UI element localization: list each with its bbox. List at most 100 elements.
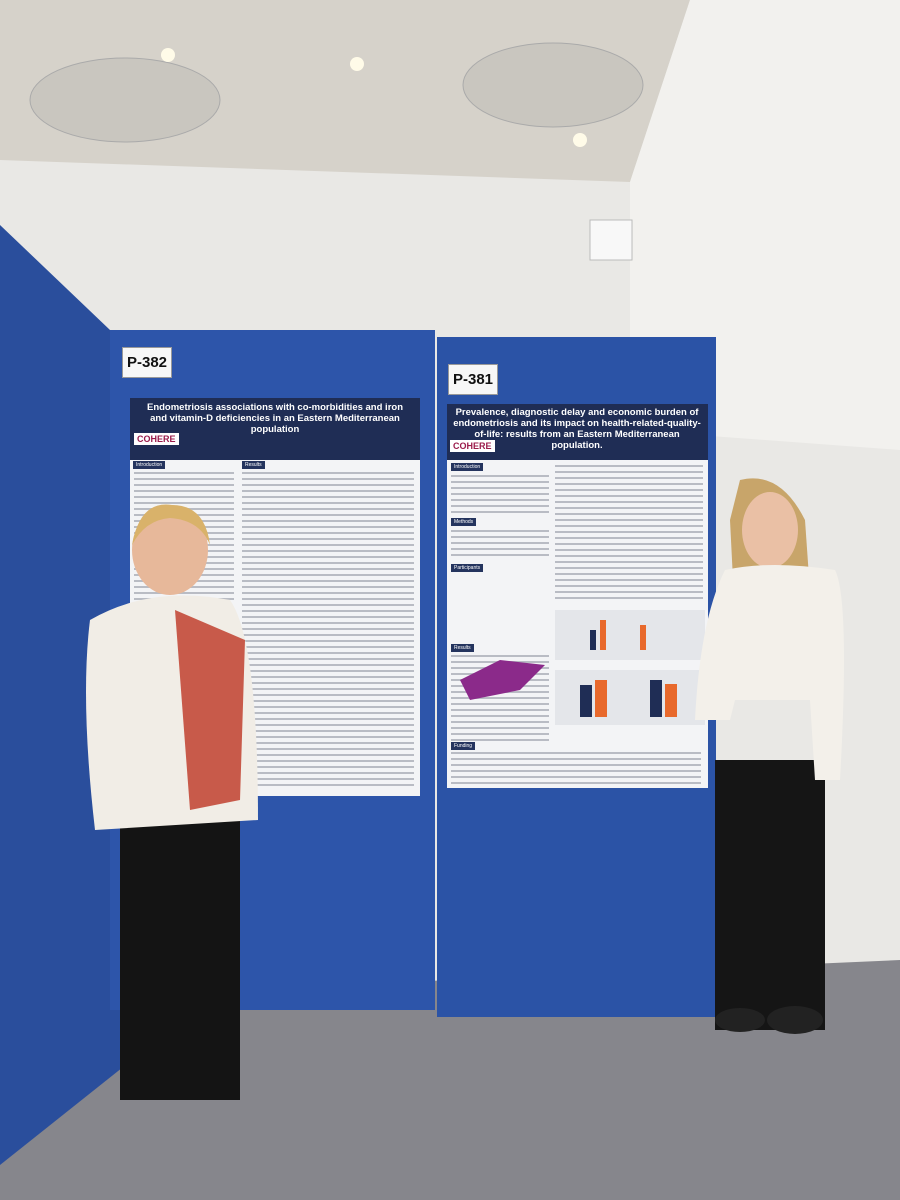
text-line bbox=[242, 742, 414, 744]
text-line bbox=[555, 555, 703, 557]
text-line bbox=[451, 770, 701, 772]
text-line bbox=[242, 478, 414, 480]
text-line bbox=[555, 531, 703, 533]
text-line bbox=[242, 538, 414, 540]
text-line bbox=[451, 782, 701, 784]
poster bbox=[447, 404, 708, 788]
text-line bbox=[134, 496, 234, 498]
text-line bbox=[242, 772, 414, 774]
text-line bbox=[242, 652, 414, 654]
text-line bbox=[451, 511, 549, 513]
figure-bar bbox=[600, 620, 606, 650]
text-line bbox=[242, 586, 414, 588]
text-line bbox=[242, 502, 414, 504]
figure-bar bbox=[665, 684, 677, 717]
person-trousers bbox=[715, 760, 825, 1030]
poster-title: Endometriosis associations with co-morbi… bbox=[146, 402, 403, 435]
section-heading: Introduction bbox=[451, 463, 484, 471]
text-line bbox=[242, 490, 414, 492]
text-line bbox=[451, 727, 549, 729]
text-line bbox=[451, 481, 549, 483]
text-line bbox=[555, 549, 703, 551]
text-line bbox=[242, 544, 414, 546]
text-line bbox=[242, 778, 414, 780]
logo: COHERE bbox=[134, 433, 179, 445]
text-line bbox=[242, 682, 414, 684]
shoe bbox=[715, 1008, 765, 1032]
board-label: P-382 bbox=[122, 347, 173, 378]
ceiling-light bbox=[350, 57, 364, 71]
figure-bar bbox=[650, 680, 662, 717]
poster-header bbox=[130, 398, 420, 460]
text-line bbox=[555, 477, 703, 479]
text-line bbox=[555, 537, 703, 539]
text-line bbox=[242, 574, 414, 576]
text-line bbox=[451, 703, 549, 705]
text-line bbox=[134, 472, 234, 474]
text-line bbox=[134, 592, 234, 594]
text-line bbox=[242, 676, 414, 678]
text-line bbox=[242, 646, 414, 648]
text-line bbox=[451, 733, 549, 735]
text-line bbox=[451, 493, 549, 495]
figure-bar bbox=[595, 680, 607, 717]
text-line bbox=[242, 730, 414, 732]
text-line bbox=[242, 508, 414, 510]
text-line bbox=[451, 752, 701, 754]
text-line bbox=[555, 489, 703, 491]
text-line bbox=[451, 721, 549, 723]
text-line bbox=[242, 640, 414, 642]
text-line bbox=[555, 543, 703, 545]
section-heading: Funding bbox=[451, 742, 476, 750]
figure-bar bbox=[580, 685, 592, 717]
text-line bbox=[242, 736, 414, 738]
text-line bbox=[242, 718, 414, 720]
text-line bbox=[555, 471, 703, 473]
text-line bbox=[555, 501, 703, 503]
ceiling-vent bbox=[462, 42, 644, 128]
text-line bbox=[555, 507, 703, 509]
text-line bbox=[242, 514, 414, 516]
text-line bbox=[242, 724, 414, 726]
text-line bbox=[451, 475, 549, 477]
text-line bbox=[242, 562, 414, 564]
person-face bbox=[742, 492, 798, 568]
text-line bbox=[451, 487, 549, 489]
text-line bbox=[451, 505, 549, 507]
text-line bbox=[451, 697, 549, 699]
text-line bbox=[555, 597, 703, 599]
text-line bbox=[134, 478, 234, 480]
text-line bbox=[242, 664, 414, 666]
text-line bbox=[451, 709, 549, 711]
section-heading: Results bbox=[451, 644, 474, 652]
text-line bbox=[242, 484, 414, 486]
text-line bbox=[242, 610, 414, 612]
text-line bbox=[451, 536, 549, 538]
text-line bbox=[451, 542, 549, 544]
text-line bbox=[451, 764, 701, 766]
figure bbox=[555, 610, 705, 660]
text-line bbox=[242, 526, 414, 528]
text-line bbox=[451, 548, 549, 550]
figure-bar bbox=[640, 625, 646, 650]
text-line bbox=[555, 579, 703, 581]
text-line bbox=[451, 776, 701, 778]
text-line bbox=[242, 616, 414, 618]
text-line bbox=[242, 472, 414, 474]
map bbox=[460, 660, 545, 700]
text-line bbox=[555, 519, 703, 521]
text-line bbox=[242, 556, 414, 558]
text-line bbox=[451, 554, 549, 556]
text-line bbox=[242, 748, 414, 750]
person-jacket bbox=[695, 565, 844, 780]
text-line bbox=[242, 496, 414, 498]
text-line bbox=[242, 694, 414, 696]
text-line bbox=[555, 483, 703, 485]
figure-bar bbox=[590, 630, 596, 650]
text-line bbox=[555, 495, 703, 497]
shoe bbox=[767, 1006, 823, 1034]
text-line bbox=[242, 670, 414, 672]
left-board bbox=[0, 225, 132, 1165]
text-line bbox=[242, 628, 414, 630]
text-line bbox=[555, 567, 703, 569]
